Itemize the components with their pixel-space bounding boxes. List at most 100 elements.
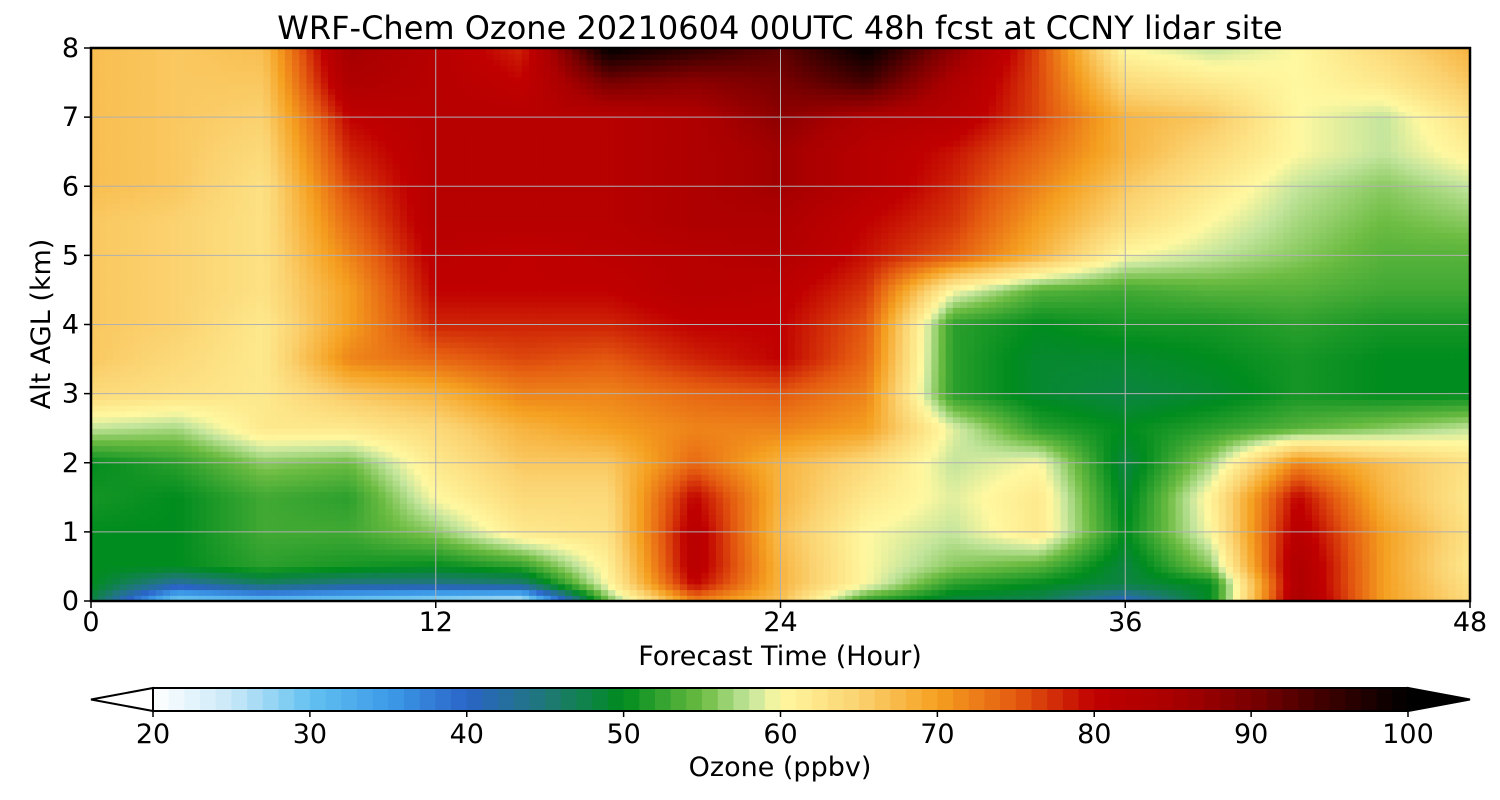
heatmap-cell [1003, 549, 1011, 556]
heatmap-cell [234, 462, 243, 470]
heatmap-cell [119, 474, 128, 481]
heatmap-cell [1197, 462, 1205, 470]
heatmap-cell [1326, 480, 1335, 487]
heatmap-cell [701, 595, 710, 601]
heatmap-cell [1074, 491, 1083, 498]
heatmap-cell [507, 462, 516, 470]
heatmap-cell [1232, 485, 1241, 493]
heatmap-cell [1189, 503, 1198, 510]
heatmap-cell [938, 468, 947, 475]
heatmap-cell [371, 462, 379, 470]
heatmap-cell [715, 480, 724, 487]
heatmap-cell [1017, 560, 1026, 568]
heatmap-cell [837, 508, 846, 516]
heatmap-cell [536, 456, 545, 464]
heatmap-cell [852, 577, 861, 585]
heatmap-cell [234, 508, 243, 516]
heatmap-cell [1082, 526, 1090, 533]
heatmap-cell [1398, 520, 1406, 527]
heatmap-cell [91, 497, 99, 504]
heatmap-cell [636, 526, 645, 533]
heatmap-cell [177, 474, 185, 481]
heatmap-cell [284, 462, 293, 470]
heatmap-cell [105, 595, 114, 601]
heatmap-cell [134, 520, 142, 527]
heatmap-cell [909, 531, 918, 539]
heatmap-cell [1362, 554, 1371, 562]
heatmap-cell [170, 526, 178, 533]
heatmap-cell [1204, 560, 1213, 568]
heatmap-cell [1268, 583, 1277, 591]
heatmap-cell [91, 445, 99, 452]
heatmap-cell [1003, 537, 1011, 544]
heatmap-cell [1197, 503, 1205, 510]
heatmap-cell [651, 520, 659, 527]
heatmap-cell [356, 560, 365, 568]
heatmap-cell [967, 468, 976, 475]
heatmap-cell [536, 572, 545, 579]
heatmap-cell [636, 537, 645, 544]
heatmap-cell [909, 526, 918, 533]
heatmap-cell [780, 572, 789, 579]
heatmap-cell [1110, 474, 1119, 481]
heatmap-cell [1405, 451, 1414, 458]
heatmap-cell [1053, 543, 1062, 550]
heatmap-cell [421, 485, 430, 493]
heatmap-cell [1046, 537, 1055, 544]
heatmap-cell [744, 491, 753, 498]
heatmap-cell [1441, 531, 1450, 539]
heatmap-cell [715, 526, 724, 533]
heatmap-cell [1390, 503, 1399, 510]
heatmap-cell [148, 595, 157, 601]
heatmap-cell [521, 531, 530, 539]
heatmap-cell [421, 537, 430, 544]
heatmap-cell [751, 577, 760, 585]
heatmap-cell [363, 508, 372, 516]
heatmap-cell [629, 572, 638, 579]
heatmap-cell [500, 595, 509, 601]
heatmap-cell [1276, 549, 1284, 556]
heatmap-cell [644, 572, 652, 579]
heatmap-cell [924, 462, 932, 470]
heatmap-cell [205, 549, 214, 556]
heatmap-cell [859, 560, 868, 568]
heatmap-cell [723, 595, 731, 601]
heatmap-cell [1168, 583, 1177, 591]
heatmap-cell [1132, 503, 1141, 510]
heatmap-cell [924, 480, 932, 487]
heatmap-cell [1031, 474, 1040, 481]
heatmap-cell [1110, 572, 1119, 579]
heatmap-cell [126, 560, 135, 568]
heatmap-cell [1268, 491, 1277, 498]
heatmap-cell [1161, 485, 1169, 493]
heatmap-cell [1096, 549, 1105, 556]
heatmap-cell [629, 577, 638, 585]
heatmap-cell [363, 497, 372, 504]
heatmap-cell [1261, 577, 1270, 585]
heatmap-cell [651, 560, 659, 568]
heatmap-cell [931, 583, 940, 591]
heatmap-cell [694, 543, 703, 550]
heatmap-cell [974, 560, 983, 568]
heatmap-cell [809, 474, 818, 481]
heatmap-cell [177, 451, 185, 458]
heatmap-cell [184, 480, 193, 487]
heatmap-cell [995, 468, 1004, 475]
heatmap-cell [134, 497, 142, 504]
heatmap-cell [320, 497, 329, 504]
heatmap-cell [1046, 491, 1055, 498]
heatmap-cell [751, 485, 760, 493]
heatmap-cell [665, 451, 674, 458]
heatmap-cell [737, 468, 746, 475]
heatmap-cell [292, 468, 300, 475]
heatmap-cell [909, 537, 918, 544]
heatmap-cell [687, 508, 695, 516]
heatmap-cell [708, 583, 717, 591]
heatmap-cell [1010, 560, 1019, 568]
heatmap-cell [529, 543, 537, 550]
heatmap-cell [1304, 566, 1313, 573]
heatmap-cell [873, 577, 882, 585]
heatmap-cell [141, 456, 150, 464]
heatmap-cell [1211, 451, 1220, 458]
heatmap-cell [457, 508, 466, 516]
